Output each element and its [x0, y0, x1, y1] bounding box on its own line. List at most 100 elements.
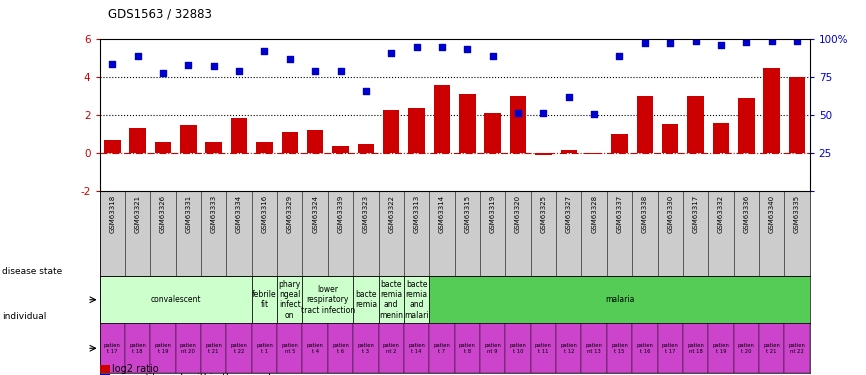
- Text: GSM63327: GSM63327: [565, 195, 572, 233]
- Point: [359, 87, 372, 93]
- Text: patien
t 1: patien t 1: [256, 343, 273, 354]
- Bar: [708, 323, 734, 373]
- Bar: [333, 146, 349, 153]
- Text: GSM63325: GSM63325: [540, 195, 546, 233]
- Text: percentile rank within the sample: percentile rank within the sample: [112, 373, 277, 375]
- Bar: [383, 110, 399, 153]
- Text: GSM63332: GSM63332: [718, 195, 724, 233]
- Point: [131, 53, 145, 59]
- Point: [511, 110, 525, 116]
- Bar: [611, 134, 628, 153]
- Bar: [556, 323, 581, 373]
- Text: bacte
remia
and
menin: bacte remia and menin: [379, 280, 404, 320]
- Bar: [252, 276, 277, 323]
- Bar: [201, 323, 226, 373]
- Bar: [531, 323, 556, 373]
- Point: [435, 44, 449, 50]
- Bar: [637, 96, 653, 153]
- Text: patien
t 15: patien t 15: [611, 343, 628, 354]
- Point: [790, 38, 804, 44]
- Bar: [231, 118, 248, 153]
- Text: GSM63335: GSM63335: [794, 195, 800, 233]
- Point: [714, 42, 727, 48]
- Point: [765, 38, 779, 44]
- Bar: [277, 276, 302, 323]
- Bar: [657, 323, 683, 373]
- Text: GSM63331: GSM63331: [185, 195, 191, 233]
- Bar: [404, 276, 430, 323]
- Bar: [581, 323, 607, 373]
- Bar: [683, 323, 708, 373]
- Text: bacte
remia: bacte remia: [355, 290, 377, 309]
- Point: [638, 40, 652, 46]
- Point: [410, 44, 423, 50]
- Text: GSM63329: GSM63329: [287, 195, 293, 233]
- Text: GSM63318: GSM63318: [109, 195, 115, 233]
- Point: [562, 94, 576, 100]
- Point: [308, 68, 322, 74]
- Text: GSM63336: GSM63336: [743, 195, 749, 233]
- Text: GSM63323: GSM63323: [363, 195, 369, 233]
- Bar: [662, 124, 678, 153]
- Text: patien
nt 9: patien nt 9: [484, 343, 501, 354]
- Point: [612, 53, 626, 59]
- Bar: [484, 113, 501, 153]
- Point: [106, 61, 120, 67]
- Bar: [302, 276, 353, 323]
- Text: GSM63328: GSM63328: [591, 195, 598, 233]
- Bar: [226, 323, 252, 373]
- Text: GSM63320: GSM63320: [515, 195, 521, 233]
- Bar: [104, 140, 120, 153]
- Bar: [252, 323, 277, 373]
- Text: patien
t 10: patien t 10: [509, 343, 527, 354]
- Bar: [759, 323, 785, 373]
- Text: patien
t 6: patien t 6: [332, 343, 349, 354]
- Text: GSM63315: GSM63315: [464, 195, 470, 233]
- Text: patien
t 7: patien t 7: [434, 343, 450, 354]
- Text: GSM63337: GSM63337: [617, 195, 623, 233]
- Bar: [125, 323, 151, 373]
- Point: [740, 39, 753, 45]
- Bar: [307, 130, 323, 153]
- Text: GSM63324: GSM63324: [312, 195, 318, 233]
- Bar: [155, 142, 171, 153]
- Bar: [586, 153, 603, 154]
- Text: patien
nt 13: patien nt 13: [585, 343, 603, 354]
- Point: [156, 69, 170, 75]
- Text: patien
nt 20: patien nt 20: [180, 343, 197, 354]
- Text: GSM63313: GSM63313: [414, 195, 420, 233]
- Bar: [378, 276, 404, 323]
- Bar: [713, 123, 729, 153]
- Point: [663, 40, 677, 46]
- Bar: [459, 94, 475, 153]
- Text: patien
t 12: patien t 12: [560, 343, 578, 354]
- Bar: [738, 98, 754, 153]
- Text: patien
nt 18: patien nt 18: [687, 343, 704, 354]
- Text: GSM63333: GSM63333: [210, 195, 216, 233]
- Text: GSM63316: GSM63316: [262, 195, 268, 233]
- Point: [232, 68, 246, 74]
- Bar: [789, 77, 805, 153]
- Point: [181, 62, 195, 68]
- Text: patien
t 19: patien t 19: [713, 343, 729, 354]
- Text: malaria: malaria: [604, 295, 634, 304]
- Text: individual: individual: [2, 312, 46, 321]
- Text: patien
t 22: patien t 22: [230, 343, 248, 354]
- Text: patien
t 16: patien t 16: [637, 343, 653, 354]
- Text: GDS1563 / 32883: GDS1563 / 32883: [108, 8, 212, 21]
- Bar: [100, 276, 252, 323]
- Text: patien
t 17: patien t 17: [662, 343, 679, 354]
- Point: [587, 111, 601, 117]
- Bar: [535, 153, 552, 155]
- Text: patien
t 18: patien t 18: [129, 343, 146, 354]
- Text: GSM63330: GSM63330: [667, 195, 673, 233]
- Point: [207, 63, 221, 69]
- Bar: [455, 323, 480, 373]
- Text: GSM63339: GSM63339: [338, 195, 344, 233]
- Text: disease state: disease state: [2, 267, 62, 276]
- Bar: [430, 323, 455, 373]
- Bar: [205, 142, 222, 153]
- Bar: [430, 276, 810, 323]
- Text: GSM63338: GSM63338: [642, 195, 648, 233]
- Point: [257, 48, 271, 54]
